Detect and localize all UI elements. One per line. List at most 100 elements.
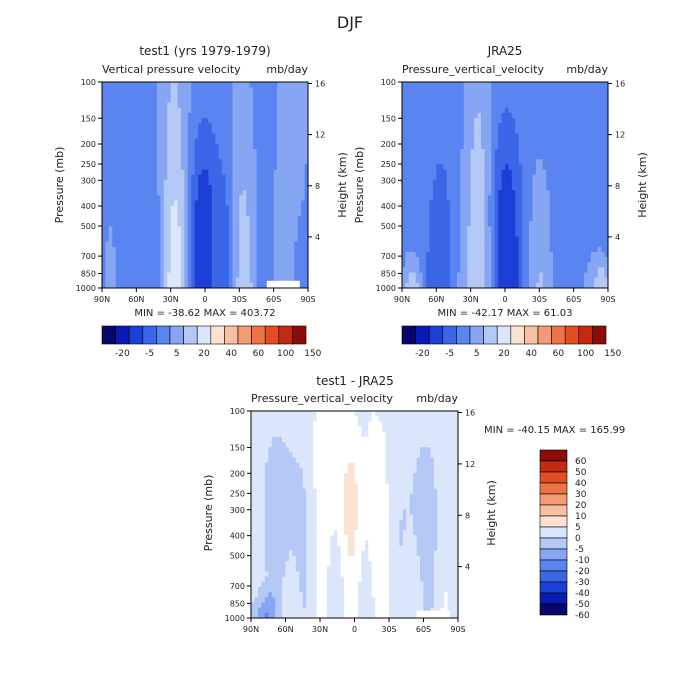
field-cell [587,154,592,160]
field-cell [570,205,575,212]
field-cell [263,112,268,119]
field-cell [470,200,475,207]
field-cell [532,148,537,155]
field-cell [443,262,448,268]
field-cell [529,82,534,88]
field-cell [277,87,282,93]
field-cell [453,205,458,212]
field-cell [453,154,458,160]
field-cell [180,221,185,227]
field-cell [249,241,254,248]
field-cell [487,226,492,232]
field-cell [546,133,551,140]
field-cell [119,215,124,222]
field-cell [132,282,137,288]
field-cell [194,195,199,202]
field-cell [498,128,503,135]
field-cell [270,169,275,176]
field-cell [277,102,282,109]
field-cell [259,112,264,119]
field-cell [235,277,240,284]
field-cell [515,128,520,135]
field-cell [266,143,271,150]
field-cell [580,190,585,196]
field-cell [251,504,256,510]
field-cell [546,195,551,202]
field-cell [484,236,489,243]
field-cell [256,210,261,217]
field-cell [287,87,292,93]
field-cell [163,272,168,279]
field-cell [525,159,530,165]
field-cell [153,257,158,263]
field-cell [539,257,544,263]
field-cell [443,107,448,114]
field-cell [546,154,551,160]
field-cell [102,215,107,222]
field-cell [119,154,124,160]
field-cell [122,159,127,165]
field-cell [566,257,571,263]
field-cell [529,205,534,212]
field-cell [249,174,254,181]
field-cell [198,277,203,284]
field-cell [511,148,516,155]
field-cell [108,174,113,181]
field-cell [105,190,110,196]
field-cell [590,215,595,222]
field-cell [266,118,271,124]
field-cell [201,159,206,165]
field-cell [546,148,551,155]
field-cell [163,179,168,186]
field-cell [287,133,292,140]
field-cell [419,164,424,171]
field-cell [283,112,288,119]
field-cell [460,97,465,104]
field-cell [194,190,199,196]
field-cell [280,102,285,109]
field-cell [590,118,595,124]
field-cell [563,185,568,191]
panel-model-subtitle-right: mb/day [266,63,308,76]
field-cell [556,195,561,202]
field-cell [218,118,223,124]
field-cell [132,174,137,181]
field-cell [239,112,244,119]
field-cell [294,205,299,212]
field-cell [280,205,285,212]
field-cell [102,277,107,284]
field-cell [539,133,544,140]
field-cell [146,200,151,207]
field-cell [122,174,127,181]
field-cell [491,282,496,288]
field-cell [290,112,295,119]
field-cell [511,154,516,160]
field-cell [429,128,434,135]
field-cell [251,602,256,609]
field-cell [566,277,571,284]
field-cell [429,82,434,88]
field-cell [198,92,203,99]
colorbar-swatch [101,325,116,345]
field-cell [553,138,558,145]
field-cell [508,200,513,207]
field-cell [405,221,410,227]
field-cell [229,102,234,109]
field-cell [184,200,189,207]
field-cell [408,215,413,222]
field-cell [494,159,499,165]
field-cell [529,169,534,176]
field-cell [218,272,223,279]
field-cell [480,277,485,284]
field-cell [477,267,482,274]
field-cell [518,267,523,274]
field-cell [559,272,564,279]
field-cell [126,282,131,288]
field-cell [259,205,264,212]
field-cell [297,185,302,191]
field-cell [604,148,608,155]
field-cell [477,190,482,196]
field-cell [439,215,444,222]
field-cell [443,164,448,171]
field-cell [484,128,489,135]
